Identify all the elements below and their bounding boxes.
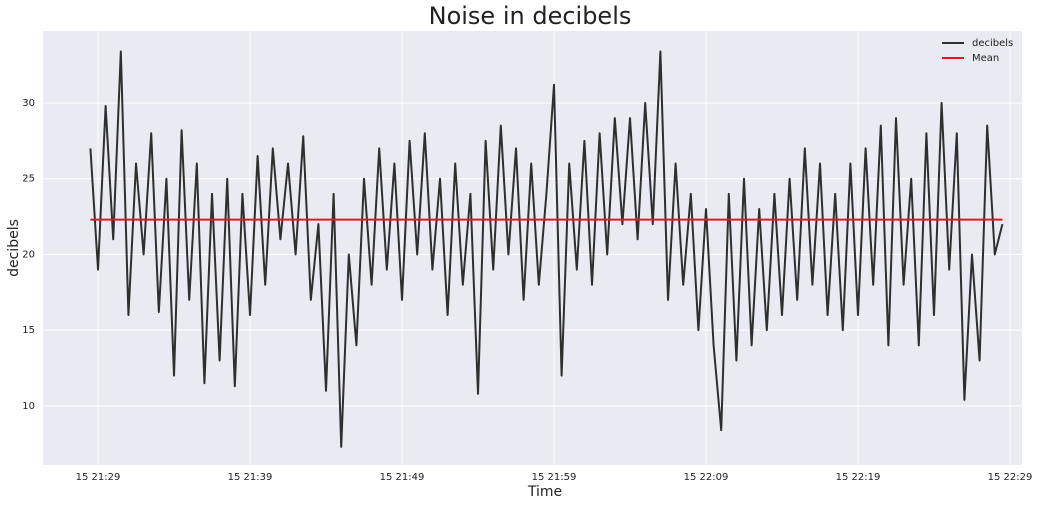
x-axis-label: Time bbox=[527, 484, 562, 500]
y-tick-label: 30 bbox=[22, 98, 35, 109]
y-tick-label: 20 bbox=[22, 249, 35, 260]
x-tick-label: 15 21:49 bbox=[380, 472, 425, 483]
y-tick-label: 10 bbox=[22, 401, 35, 412]
y-tick-label: 15 bbox=[22, 325, 35, 336]
x-tick-label: 15 21:29 bbox=[76, 472, 121, 483]
x-tick-label: 15 22:09 bbox=[684, 472, 729, 483]
x-tick-label: 15 22:29 bbox=[988, 472, 1033, 483]
x-tick-label: 15 22:19 bbox=[836, 472, 881, 483]
legend-label: decibels bbox=[972, 38, 1013, 49]
y-tick-label: 25 bbox=[22, 174, 35, 185]
x-tick-label: 15 21:59 bbox=[532, 472, 577, 483]
line-series bbox=[89, 50, 1004, 448]
chart-title: Noise in decibels bbox=[429, 2, 632, 30]
y-axis-label: decibels bbox=[6, 219, 22, 277]
x-tick-label: 15 21:39 bbox=[228, 472, 273, 483]
legend-label: Mean bbox=[972, 53, 999, 64]
